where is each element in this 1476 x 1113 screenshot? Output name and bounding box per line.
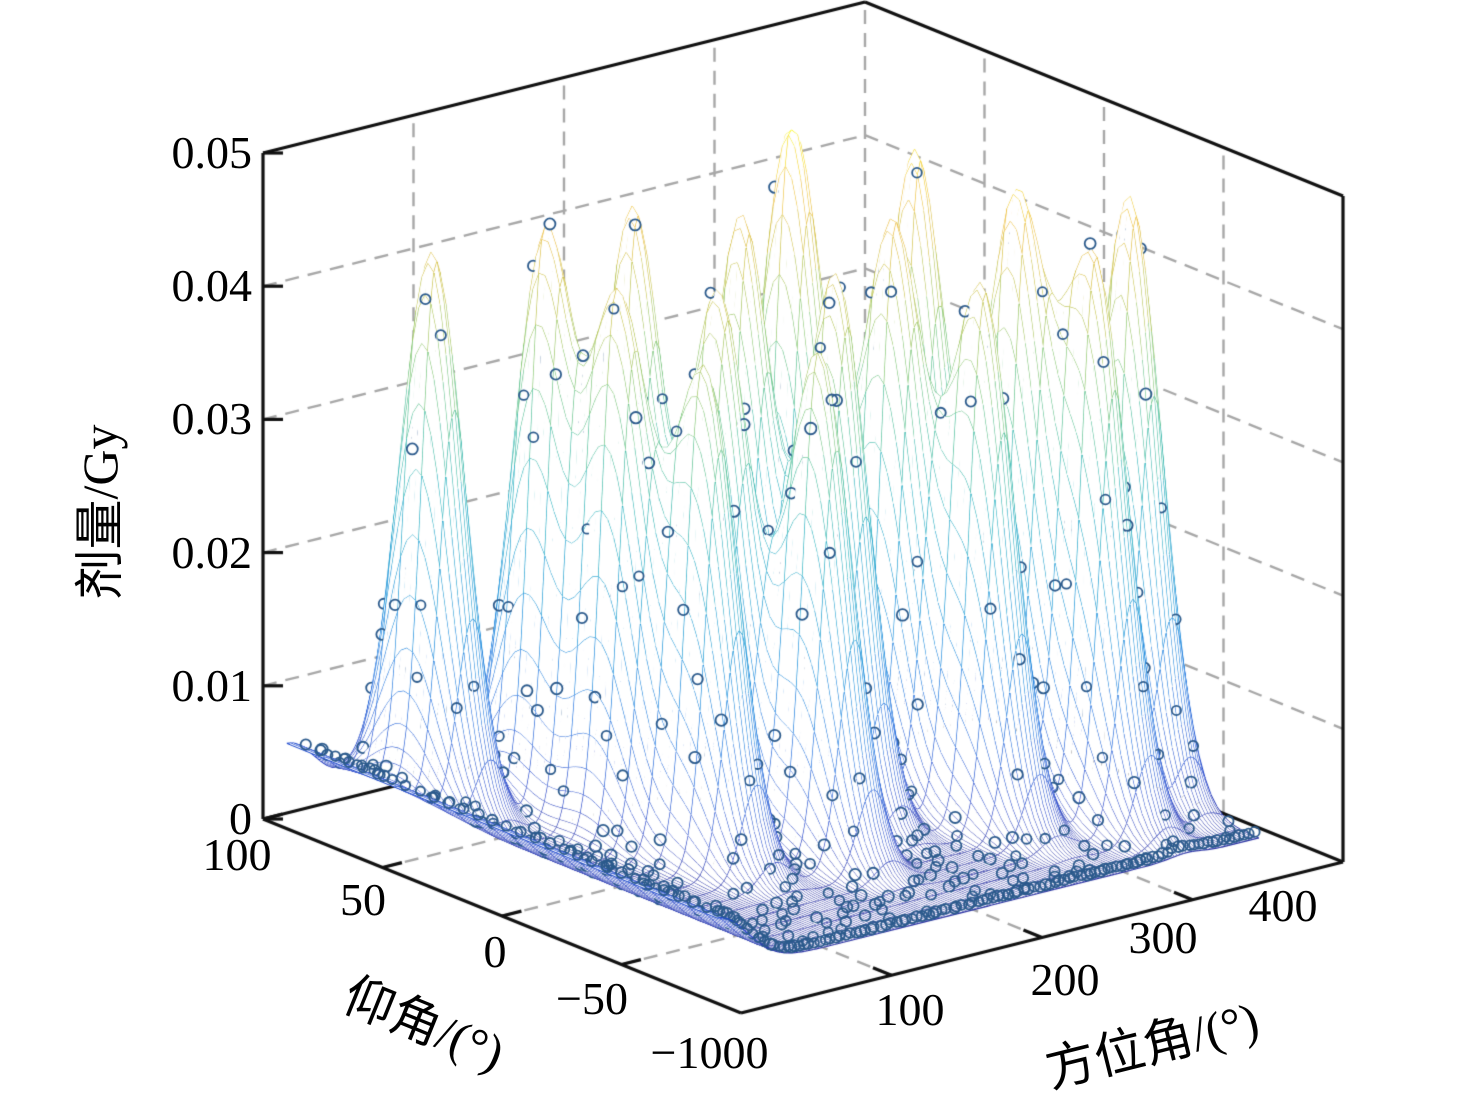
z-axis-title: 剂量/Gy [72,424,128,600]
azimuth-tick-label: 0 [745,1027,769,1078]
azimuth-tick-label: 200 [1030,954,1100,1005]
z-tick-label: 0.03 [171,393,253,445]
z-tick-label: 0 [229,793,252,844]
azimuth-tick-label: 300 [1128,912,1198,963]
z-tick-label: 0.05 [171,127,253,178]
z-tick-label: 0.01 [171,659,253,711]
elevation-tick-label: 0 [483,926,507,977]
elevation-tick-label: −100 [650,1027,746,1078]
z-tick-label: 0.02 [171,526,253,578]
azimuth-tick-label: 400 [1248,880,1318,931]
azimuth-tick-label: 100 [875,984,945,1035]
z-tick-label: 0.04 [171,260,253,312]
elevation-tick-label: −50 [556,973,628,1024]
elevation-tick-label: 100 [202,829,272,880]
elevation-tick-label: 50 [340,874,386,925]
